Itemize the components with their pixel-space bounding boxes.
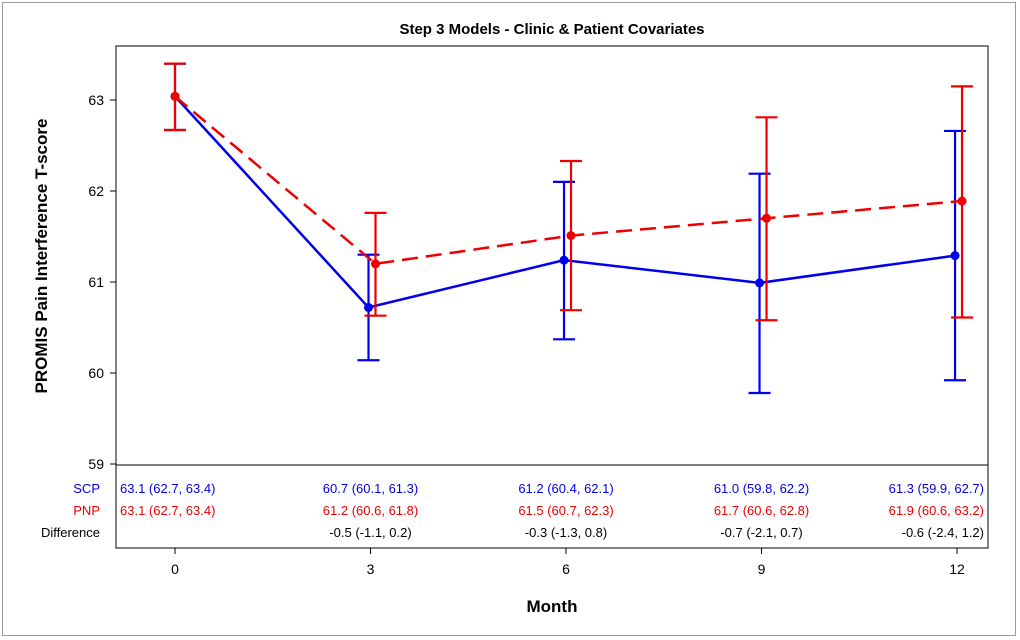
table-cell: 63.1 (62.7, 63.4) [120,481,215,496]
table-cell: 63.1 (62.7, 63.4) [120,503,215,518]
table-cell: 61.2 (60.4, 62.1) [518,481,613,496]
table-cell: -0.7 (-2.1, 0.7) [720,525,802,540]
table-cell: 61.7 (60.6, 62.8) [714,503,809,518]
x-tick-label: 6 [562,561,570,577]
x-axis-label: Month [527,597,578,616]
table-row-label: SCP [73,481,100,496]
data-point-pnp [170,91,180,101]
data-point-pnp [566,231,576,241]
plot-area-border [115,45,989,549]
table-cell: 60.7 (60.1, 61.3) [323,481,418,496]
table-cell: 61.0 (59.8, 62.2) [714,481,809,496]
table-cell: -0.6 (-2.4, 1.2) [902,525,984,540]
table-cell: 61.2 (60.6, 61.8) [323,503,418,518]
y-axis-label: PROMIS Pain Interference T-score [32,119,51,394]
x-tick-label: 3 [367,561,375,577]
y-tick-label: 63 [88,92,104,108]
chart-title: Step 3 Models - Clinic & Patient Covaria… [399,21,704,38]
data-point-pnp [762,213,772,223]
x-tick-label: 9 [758,561,766,577]
y-tick-label: 62 [88,183,104,199]
table-cell: 61.3 (59.9, 62.7) [889,481,984,496]
x-tick-label: 0 [171,561,179,577]
table-row-label: Difference [41,525,100,540]
y-tick-label: 61 [88,274,104,290]
y-tick-label: 60 [88,365,104,381]
table-cell: -0.5 (-1.1, 0.2) [329,525,411,540]
table-cell: 61.5 (60.7, 62.3) [518,503,613,518]
table-cell: 61.9 (60.6, 63.2) [889,503,984,518]
data-point-scp [559,255,569,265]
data-point-scp [950,251,960,261]
data-point-scp [755,278,765,288]
table-cell: -0.3 (-1.3, 0.8) [525,525,607,540]
data-point-pnp [371,259,381,269]
table-row-label: PNP [73,503,100,518]
y-tick-label: 59 [88,456,104,472]
data-point-scp [364,302,374,312]
x-tick-label: 12 [949,561,965,577]
data-point-pnp [957,196,967,206]
